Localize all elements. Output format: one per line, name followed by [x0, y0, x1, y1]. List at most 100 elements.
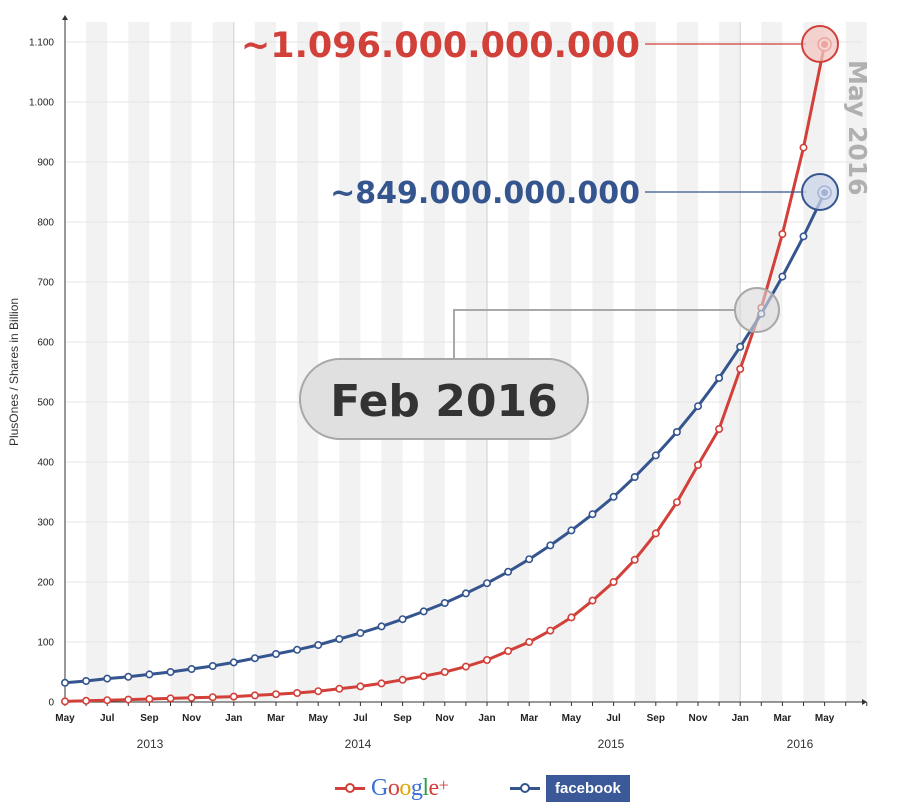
facebook-callout-ring [801, 173, 839, 211]
google--point [567, 613, 576, 622]
x-axis-arrow [862, 699, 867, 705]
year-label: 2015 [598, 737, 625, 751]
x-tick-label: Mar [774, 713, 792, 724]
google--point [187, 693, 196, 702]
y-tick-label: 500 [37, 398, 54, 409]
legend: Google+ facebook [0, 770, 901, 806]
y-tick-label: 400 [37, 458, 54, 469]
google--point [419, 672, 428, 681]
x-tick-label: Jan [732, 713, 749, 724]
crossover-ring [734, 287, 780, 333]
series-lines [60, 37, 832, 706]
month-band [676, 22, 698, 702]
google--point [124, 695, 133, 704]
google-callout-ring [801, 25, 839, 63]
legend-item-facebook[interactable]: facebook [510, 770, 630, 806]
facebook-point [60, 678, 69, 687]
axes [62, 15, 868, 706]
google--point [630, 555, 639, 564]
google-letter: l [422, 774, 429, 801]
x-tick-label: Mar [520, 713, 538, 724]
x-tick-label: Jul [100, 713, 115, 724]
google--point [546, 626, 555, 635]
google--point [271, 690, 280, 699]
google--point [208, 693, 217, 702]
year-label: 2016 [787, 737, 814, 751]
facebook-point [799, 232, 808, 241]
google--point [229, 692, 238, 701]
google--point [377, 679, 386, 688]
facebook-point [103, 674, 112, 683]
x-tick-label: Mar [267, 713, 285, 724]
x-tick-label: Nov [689, 713, 708, 724]
facebook-point [693, 402, 702, 411]
google--point [482, 655, 491, 664]
y-tick-labels: 0 100 200 300 400 500 600 700 800 900 1.000 1.100 [29, 38, 54, 709]
google-plus-logo: Google+ [371, 774, 449, 802]
facebook-point [567, 526, 576, 535]
google--point [314, 687, 323, 696]
google--point [250, 691, 259, 700]
x-tick-label: Jan [225, 713, 242, 724]
y-tick-label: 300 [37, 518, 54, 529]
x-tick-label: Sep [393, 713, 411, 724]
facebook-point [82, 676, 91, 685]
google--point [166, 694, 175, 703]
google-letter: e [428, 774, 440, 801]
y-tick-label: 700 [37, 278, 54, 289]
x-tick-label: Jan [478, 713, 495, 724]
facebook-point [778, 272, 787, 281]
facebook-point [546, 541, 555, 550]
google--point [736, 364, 745, 373]
google--point [398, 675, 407, 684]
x-tick-label: Jul [353, 713, 368, 724]
month-band [212, 22, 234, 702]
y-tick-label: 1.000 [29, 98, 54, 109]
month-band [128, 22, 150, 702]
y-tick-label: 900 [37, 158, 54, 169]
facebook-point [377, 622, 386, 631]
facebook-point [229, 658, 238, 667]
plusones-shares-chart: 0 100 200 300 400 500 600 700 800 900 1.000 1.100 M… [7, 15, 872, 751]
facebook-point [715, 373, 724, 382]
facebook-point [271, 649, 280, 658]
x-tick-label: Nov [182, 713, 201, 724]
facebook-point [504, 567, 513, 576]
facebook-point [461, 589, 470, 598]
year-labels: 2013 2014 2015 2016 [137, 737, 814, 751]
y-axis-label: PlusOnes / Shares in Billion [7, 298, 21, 446]
y-tick-label: 800 [37, 218, 54, 229]
google-letter: g [410, 774, 423, 801]
x-tick-label: May [308, 713, 328, 724]
x-tick-label: Nov [435, 713, 454, 724]
google-callout-label: ~1.096.000.000.000 [241, 26, 640, 66]
google--point [693, 460, 702, 469]
facebook-callout-label: ~849.000.000.000 [330, 176, 640, 211]
google-letter: G [371, 774, 388, 801]
month-band [761, 22, 783, 702]
facebook-point [525, 555, 534, 564]
month-band [634, 22, 656, 702]
facebook-point [250, 654, 259, 663]
facebook-point [293, 645, 302, 654]
x-tick-label: Sep [647, 713, 665, 724]
annotations: ~1.096.000.000.000 ~849.000.000.000 May … [241, 25, 872, 440]
month-band [254, 22, 276, 702]
legend-item-google-plus[interactable]: Google+ [335, 770, 449, 806]
month-band [592, 22, 614, 702]
google-letter: o [399, 774, 411, 801]
may-2016-label: May 2016 [843, 60, 872, 196]
google--point [335, 684, 344, 693]
google--point [103, 696, 112, 705]
year-label: 2013 [137, 737, 164, 751]
google-plus-sign: + [438, 774, 449, 795]
google--point [145, 694, 154, 703]
facebook-point [609, 492, 618, 501]
year-label: 2014 [345, 737, 372, 751]
facebook-point [208, 661, 217, 670]
x-tick-label: Sep [140, 713, 158, 724]
facebook-point [356, 628, 365, 637]
x-tick-label: Jul [606, 713, 621, 724]
x-tick-label: May [815, 713, 835, 724]
month-band [86, 22, 108, 702]
